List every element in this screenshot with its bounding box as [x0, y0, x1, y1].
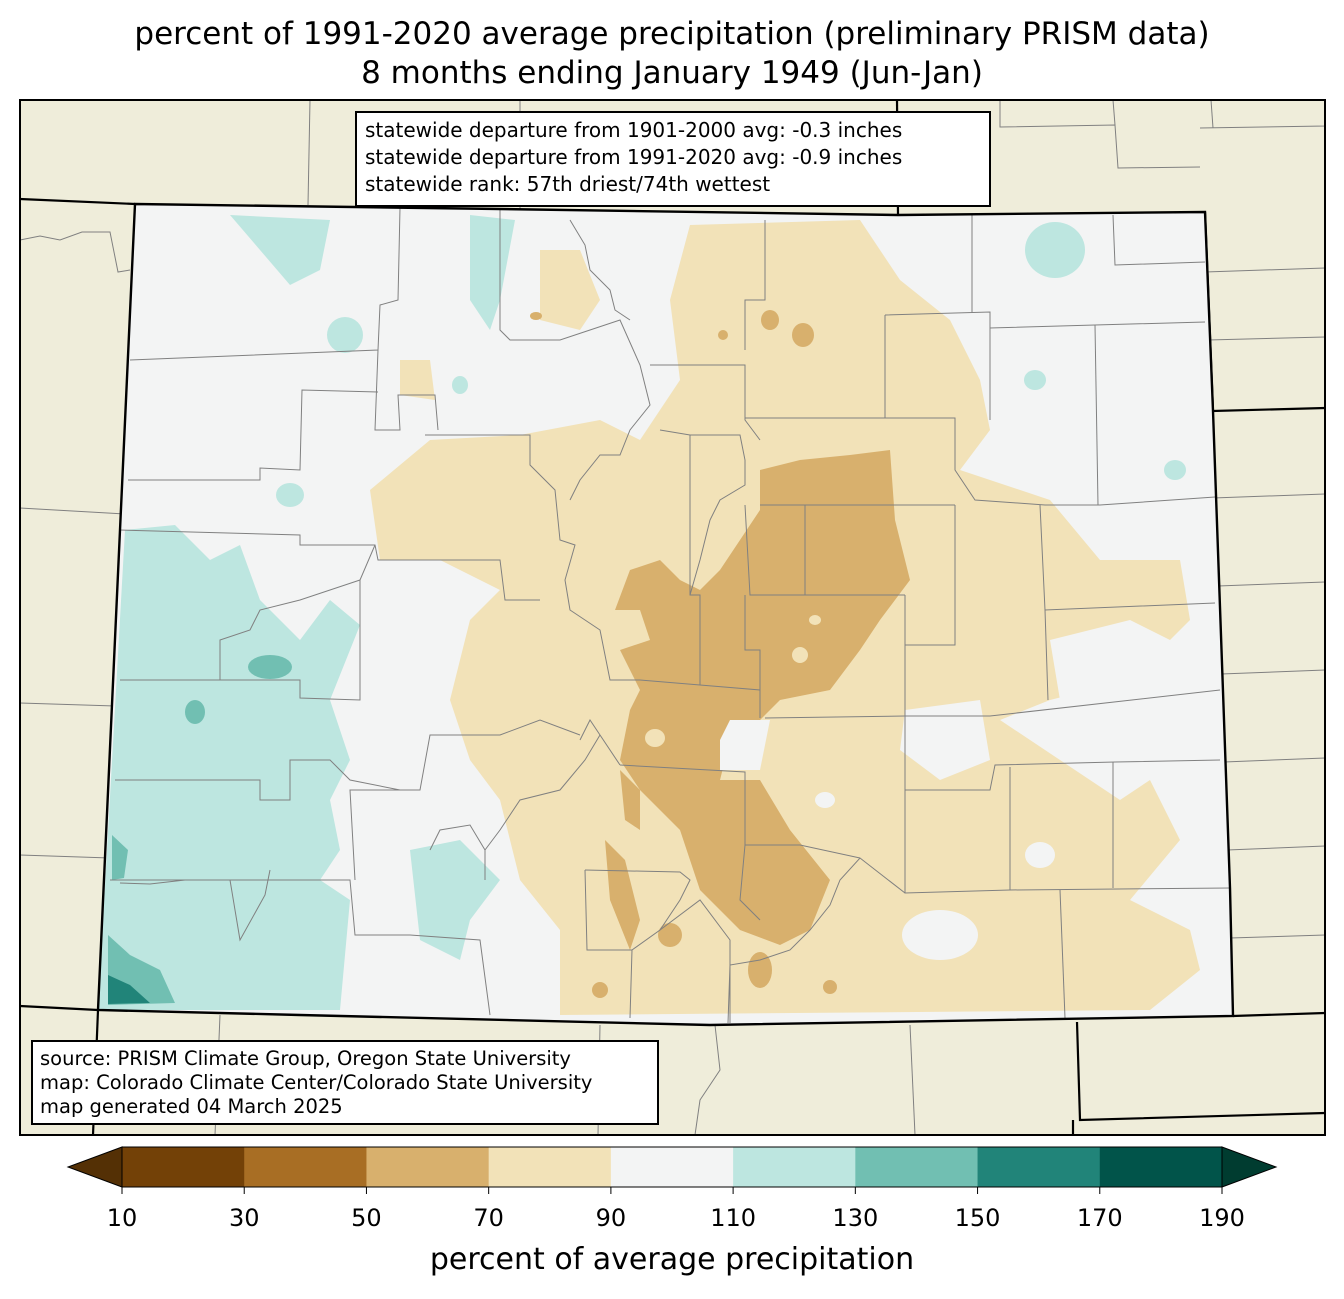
colorbar-tick-label: 170 [1076, 1204, 1123, 1232]
colorado-state-border [96, 202, 1235, 1027]
source-line-3: map generated 04 March 2025 [40, 1095, 343, 1118]
colorbar-segment [122, 1147, 245, 1187]
colorbar-segment [855, 1147, 979, 1187]
colorbar-tick-label: 130 [832, 1204, 879, 1232]
map-title-line2: 8 months ending January 1949 (Jun-Jan) [361, 55, 983, 91]
colorbar-tick-label: 70 [473, 1204, 504, 1232]
colorbar-label: percent of average precipitation [429, 1242, 915, 1277]
colorbar-over-arrow [1221, 1146, 1278, 1188]
colorbar-border [121, 1146, 1223, 1188]
colorbar-tick-label: 110 [710, 1204, 757, 1232]
colorbar-tick-label: 90 [595, 1204, 627, 1232]
map-title-line1: percent of 1991-2020 average precipitati… [134, 16, 1210, 52]
county-lines [110, 207, 1231, 1024]
source-line-1: source: PRISM Climate Group, Oregon Stat… [40, 1047, 571, 1070]
stats-line-1: statewide departure from 1901-2000 avg: … [365, 118, 903, 142]
stats-line-2: statewide departure from 1991-2020 avg: … [365, 145, 903, 169]
source-line-2: map: Colorado Climate Center/Colorado St… [40, 1071, 593, 1094]
colorbar-segment [488, 1147, 612, 1187]
colorbar-segment [733, 1147, 856, 1187]
colorbar [66, 1146, 1278, 1194]
colorbar-segment [244, 1147, 367, 1187]
stats-line-3: statewide rank: 57th driest/74th wettest [365, 172, 771, 196]
colorbar-segment [610, 1147, 734, 1187]
colorbar-tick-label: 30 [228, 1204, 260, 1232]
statewide-stats-box: statewide departure from 1901-2000 avg: … [355, 111, 991, 207]
precipitation-contours [98, 215, 1200, 1015]
source-info-box: source: PRISM Climate Group, Oregon Stat… [31, 1040, 659, 1125]
colorbar-tick-label: 150 [954, 1204, 1001, 1232]
colorbar-tick-label: 190 [1199, 1204, 1245, 1232]
colorbar-tick-label: 50 [351, 1204, 382, 1232]
colorbar-under-arrow [66, 1146, 123, 1188]
colorbar-tick-label: 10 [106, 1204, 138, 1232]
colorbar-segment [1099, 1147, 1223, 1187]
colorbar-segment [977, 1147, 1101, 1187]
colorbar-segment [366, 1147, 490, 1187]
map-frame [19, 99, 1326, 1136]
